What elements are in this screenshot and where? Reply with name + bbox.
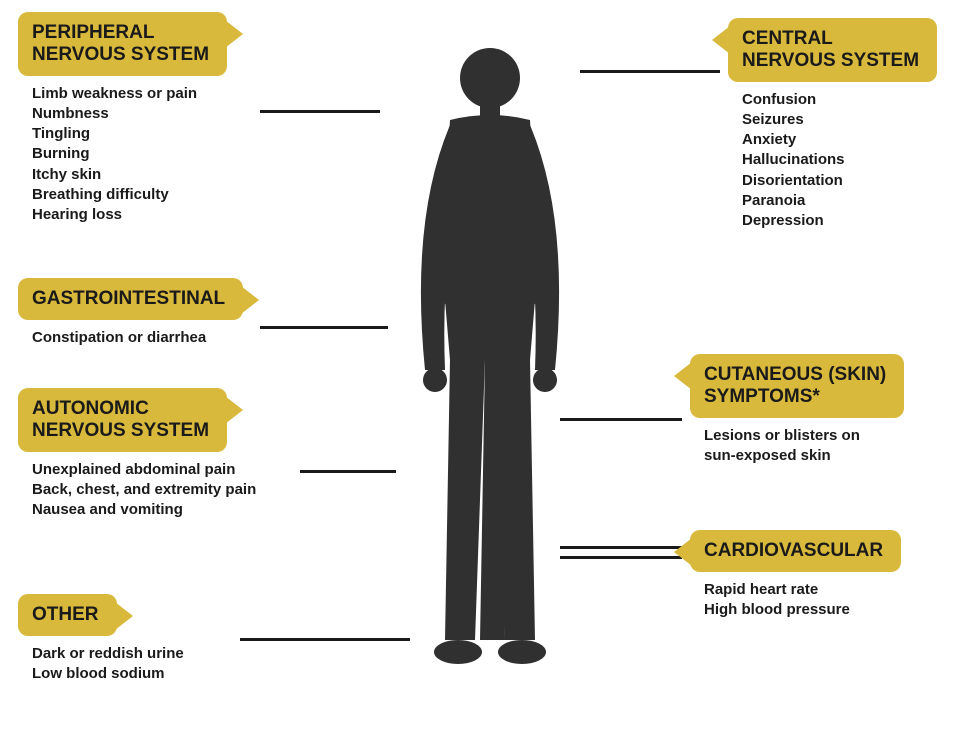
panel-header: OTHER bbox=[18, 594, 117, 636]
panel-title-line: CENTRAL bbox=[742, 28, 919, 50]
panel-item: Disorientation bbox=[742, 171, 937, 191]
panel-item: Seizures bbox=[742, 110, 937, 130]
panel-title-line: SYMPTOMS* bbox=[704, 386, 886, 408]
panel-header: GASTROINTESTINAL bbox=[18, 278, 243, 320]
leader-ans bbox=[300, 470, 396, 473]
leader-other bbox=[240, 638, 410, 641]
panel-item: Dark or reddish urine bbox=[32, 644, 184, 664]
header-pointer-icon bbox=[115, 602, 133, 630]
leader-skin bbox=[560, 418, 682, 421]
panel-item: Breathing difficulty bbox=[32, 185, 227, 205]
header-pointer-icon bbox=[241, 286, 259, 314]
header-pointer-icon bbox=[712, 26, 730, 54]
human-silhouette bbox=[390, 40, 590, 680]
panel-items: Dark or reddish urineLow blood sodium bbox=[18, 644, 184, 685]
panel-item: Itchy skin bbox=[32, 165, 227, 185]
panel-item: Tingling bbox=[32, 124, 227, 144]
panel-item: Back, chest, and extremity pain bbox=[32, 480, 256, 500]
panel-item: Lesions or blisters on bbox=[704, 426, 904, 446]
panel-item: Anxiety bbox=[742, 130, 937, 150]
panel-items: Constipation or diarrhea bbox=[18, 328, 243, 348]
panel-item: Hallucinations bbox=[742, 150, 937, 170]
panel-header: CARDIOVASCULAR bbox=[690, 530, 901, 572]
header-pointer-icon bbox=[225, 396, 243, 424]
panel-item: Limb weakness or pain bbox=[32, 84, 227, 104]
header-pointer-icon bbox=[225, 20, 243, 48]
panel-title-line: NERVOUS SYSTEM bbox=[32, 420, 209, 442]
leader-cardio-1 bbox=[560, 546, 682, 549]
panel-title-line: AUTONOMIC bbox=[32, 398, 209, 420]
panel-other: OTHER Dark or reddish urineLow blood sodi… bbox=[18, 594, 184, 684]
panel-gastrointestinal: GASTROINTESTINAL Constipation or diarrhea bbox=[18, 278, 243, 348]
panel-header: PERIPHERALNERVOUS SYSTEM bbox=[18, 12, 227, 76]
panel-header: AUTONOMICNERVOUS SYSTEM bbox=[18, 388, 227, 452]
panel-item: High blood pressure bbox=[704, 600, 901, 620]
panel-item: Paranoia bbox=[742, 191, 937, 211]
panel-item: Confusion bbox=[742, 90, 937, 110]
panel-title-line: PERIPHERAL bbox=[32, 22, 209, 44]
panel-cutaneous-symptoms: CUTANEOUS (SKIN)SYMPTOMS* Lesions or blis… bbox=[690, 354, 904, 466]
panel-items: ConfusionSeizuresAnxietyHallucinationsDi… bbox=[728, 90, 937, 232]
leader-cns bbox=[580, 70, 720, 73]
panel-header: CENTRALNERVOUS SYSTEM bbox=[728, 18, 937, 82]
header-pointer-icon bbox=[674, 538, 692, 566]
panel-items: Unexplained abdominal painBack, chest, a… bbox=[18, 460, 256, 521]
panel-item: Burning bbox=[32, 144, 227, 164]
panel-title-line: GASTROINTESTINAL bbox=[32, 288, 225, 310]
panel-title-line: CARDIOVASCULAR bbox=[704, 540, 883, 562]
panel-item: Nausea and vomiting bbox=[32, 500, 256, 520]
panel-title-line: OTHER bbox=[32, 604, 99, 626]
panel-item: Numbness bbox=[32, 104, 227, 124]
panel-autonomic-nervous-system: AUTONOMICNERVOUS SYSTEM Unexplained abdom… bbox=[18, 388, 256, 520]
panel-items: Lesions or blisters onsun-exposed skin bbox=[690, 426, 904, 467]
panel-item: Constipation or diarrhea bbox=[32, 328, 243, 348]
panel-title-line: NERVOUS SYSTEM bbox=[742, 50, 919, 72]
panel-central-nervous-system: CENTRALNERVOUS SYSTEM ConfusionSeizuresAn… bbox=[728, 18, 937, 231]
panel-items: Limb weakness or painNumbnessTinglingBur… bbox=[18, 84, 227, 226]
panel-items: Rapid heart rateHigh blood pressure bbox=[690, 580, 901, 621]
panel-item: Depression bbox=[742, 211, 937, 231]
panel-item: Unexplained abdominal pain bbox=[32, 460, 256, 480]
panel-item: Rapid heart rate bbox=[704, 580, 901, 600]
panel-peripheral-nervous-system: PERIPHERALNERVOUS SYSTEM Limb weakness or… bbox=[18, 12, 227, 225]
panel-item: Low blood sodium bbox=[32, 664, 184, 684]
leader-gi bbox=[260, 326, 388, 329]
panel-title-line: CUTANEOUS (SKIN) bbox=[704, 364, 886, 386]
panel-title-line: NERVOUS SYSTEM bbox=[32, 44, 209, 66]
panel-header: CUTANEOUS (SKIN)SYMPTOMS* bbox=[690, 354, 904, 418]
panel-cardiovascular: CARDIOVASCULAR Rapid heart rateHigh blood… bbox=[690, 530, 901, 620]
header-pointer-icon bbox=[674, 362, 692, 390]
leader-pns bbox=[260, 110, 380, 113]
panel-item: Hearing loss bbox=[32, 205, 227, 225]
leader-cardio-2 bbox=[560, 556, 682, 559]
panel-item: sun-exposed skin bbox=[704, 446, 904, 466]
